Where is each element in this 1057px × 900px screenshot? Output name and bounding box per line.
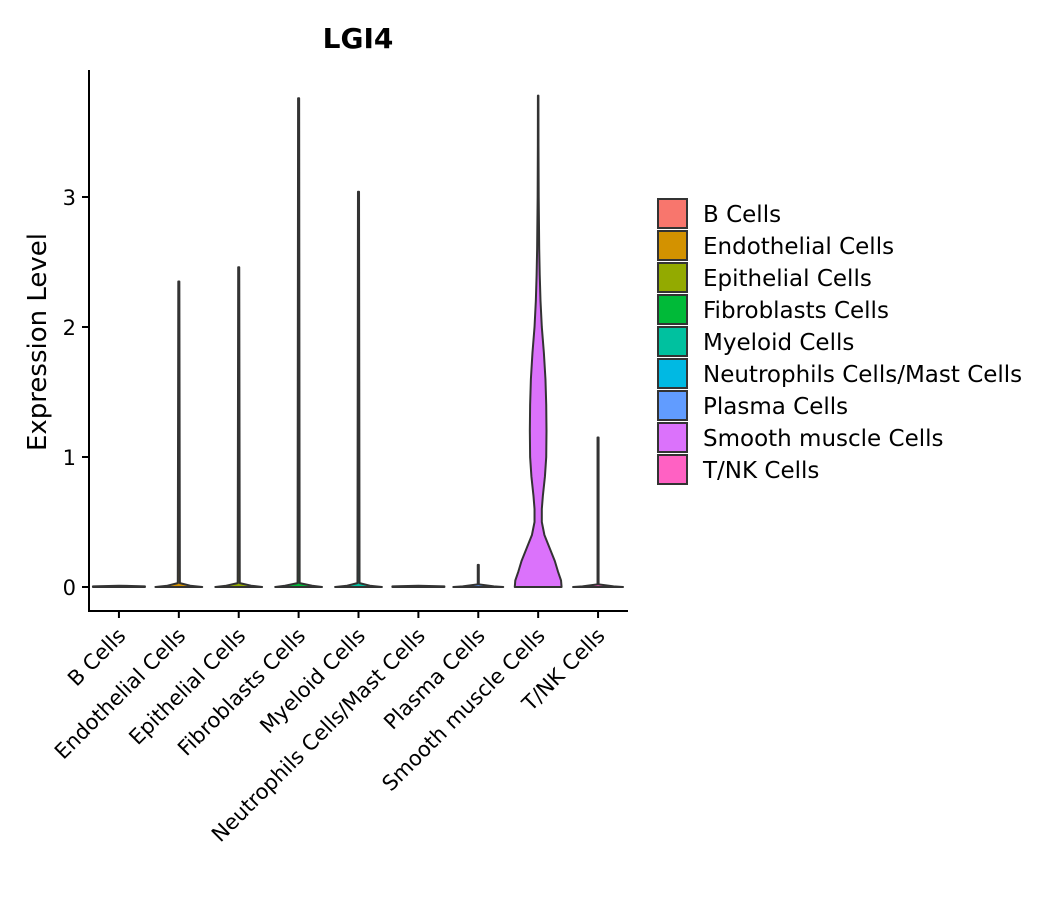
legend-label-b-cells: B Cells [703,202,781,228]
legend-swatch-b-cells [657,198,688,229]
violin-smooth-muscle-cells [513,94,563,588]
x-tick-label: Myeloid Cells [255,624,370,739]
violin-fibroblasts-cells [274,97,324,588]
violins-group [91,94,625,588]
violin-neutrophils-cells-mast-cells [391,584,446,588]
legend-swatch-epithelial-cells [657,262,688,293]
legend-label-endothelial-cells: Endothelial Cells [703,234,894,260]
legend-swatch-endothelial-cells [657,230,688,261]
legend-label-neutrophils-cells-mast-cells: Neutrophils Cells/Mast Cells [703,362,1022,388]
legend-swatch-plasma-cells [657,390,688,421]
violin-t-nk-cells [572,436,625,588]
legend-swatch-t-nk-cells [657,454,688,485]
legend-swatch-myeloid-cells [657,326,688,357]
legend-label-myeloid-cells: Myeloid Cells [703,330,854,356]
legend-label-epithelial-cells: Epithelial Cells [703,266,872,292]
y-tick-label: 3 [63,186,76,210]
y-tick-label: 2 [63,316,76,340]
y-tick-label: 1 [63,446,76,470]
legend: B Cells Endothelial Cells Epithelial Cells… [657,198,1022,485]
legend-label-plasma-cells: Plasma Cells [703,394,848,420]
legend-swatch-smooth-muscle-cells [657,422,688,453]
y-tick-label: 0 [63,576,76,600]
y-axis-title: Expression Level [23,233,53,451]
violin-myeloid-cells [334,190,383,588]
violin-plasma-cells [452,563,505,588]
legend-swatch-fibroblasts-cells [657,294,688,325]
legend-label-t-nk-cells: T/NK Cells [702,458,819,484]
violin-b-cells [91,584,146,588]
violin-epithelial-cells [214,266,264,588]
y-ticks-group: 0 1 2 3 [63,186,89,600]
violin-endothelial-cells [154,280,204,588]
chart-title: LGI4 [323,22,394,55]
legend-label-fibroblasts-cells: Fibroblasts Cells [703,298,889,324]
legend-swatch-neutrophils-cells-mast-cells [657,358,688,389]
legend-label-smooth-muscle-cells: Smooth muscle Cells [703,426,944,452]
